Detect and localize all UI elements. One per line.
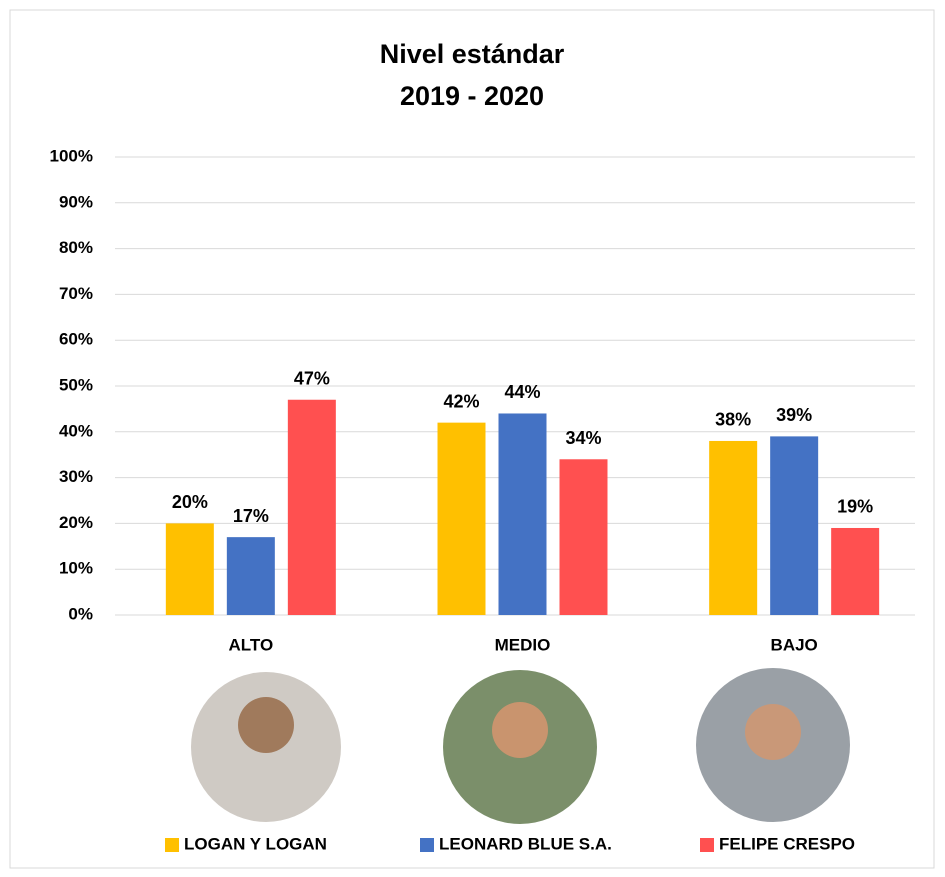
- y-tick-label: 30%: [59, 467, 93, 486]
- bar: [165, 523, 214, 615]
- data-label: 17%: [233, 506, 269, 526]
- data-label: 39%: [776, 405, 812, 425]
- bar: [709, 440, 758, 615]
- y-tick-label: 50%: [59, 375, 93, 394]
- y-tick-label: 80%: [59, 238, 93, 257]
- y-tick-label: 10%: [59, 559, 93, 578]
- bar: [287, 399, 336, 615]
- bar: [831, 527, 880, 615]
- y-tick-label: 90%: [59, 192, 93, 211]
- chart-subtitle: 2019 - 2020: [400, 81, 544, 111]
- bar: [437, 422, 486, 615]
- y-tick-label: 20%: [59, 513, 93, 532]
- data-label: 42%: [443, 391, 479, 411]
- data-label: 19%: [837, 497, 873, 517]
- legend-swatch: [700, 838, 714, 852]
- y-tick-label: 40%: [59, 421, 93, 440]
- chart-title: Nivel estándar: [380, 39, 565, 69]
- y-tick-label: 70%: [59, 284, 93, 303]
- legend-swatch: [420, 838, 434, 852]
- avatars: [191, 668, 850, 824]
- x-tick-label: BAJO: [771, 635, 818, 654]
- bar: [498, 413, 547, 615]
- bar: [226, 537, 275, 615]
- avatar-face: [745, 704, 801, 760]
- avatar-face: [238, 697, 294, 753]
- y-tick-label: 60%: [59, 330, 93, 349]
- avatar-face: [492, 702, 548, 758]
- bar: [559, 459, 608, 615]
- data-label: 47%: [294, 368, 330, 388]
- bar: [770, 436, 819, 615]
- y-tick-label: 100%: [50, 146, 93, 165]
- legend-label: LEONARD BLUE S.A.: [439, 834, 612, 853]
- legend-label: FELIPE CRESPO: [719, 834, 855, 853]
- x-tick-label: ALTO: [228, 635, 273, 654]
- data-label: 20%: [172, 492, 208, 512]
- legend-swatch: [165, 838, 179, 852]
- data-label: 44%: [504, 382, 540, 402]
- y-tick-label: 0%: [68, 604, 93, 623]
- x-tick-label: MEDIO: [495, 635, 551, 654]
- legend-label: LOGAN Y LOGAN: [184, 834, 327, 853]
- data-label: 34%: [565, 428, 601, 448]
- data-label: 38%: [715, 410, 751, 430]
